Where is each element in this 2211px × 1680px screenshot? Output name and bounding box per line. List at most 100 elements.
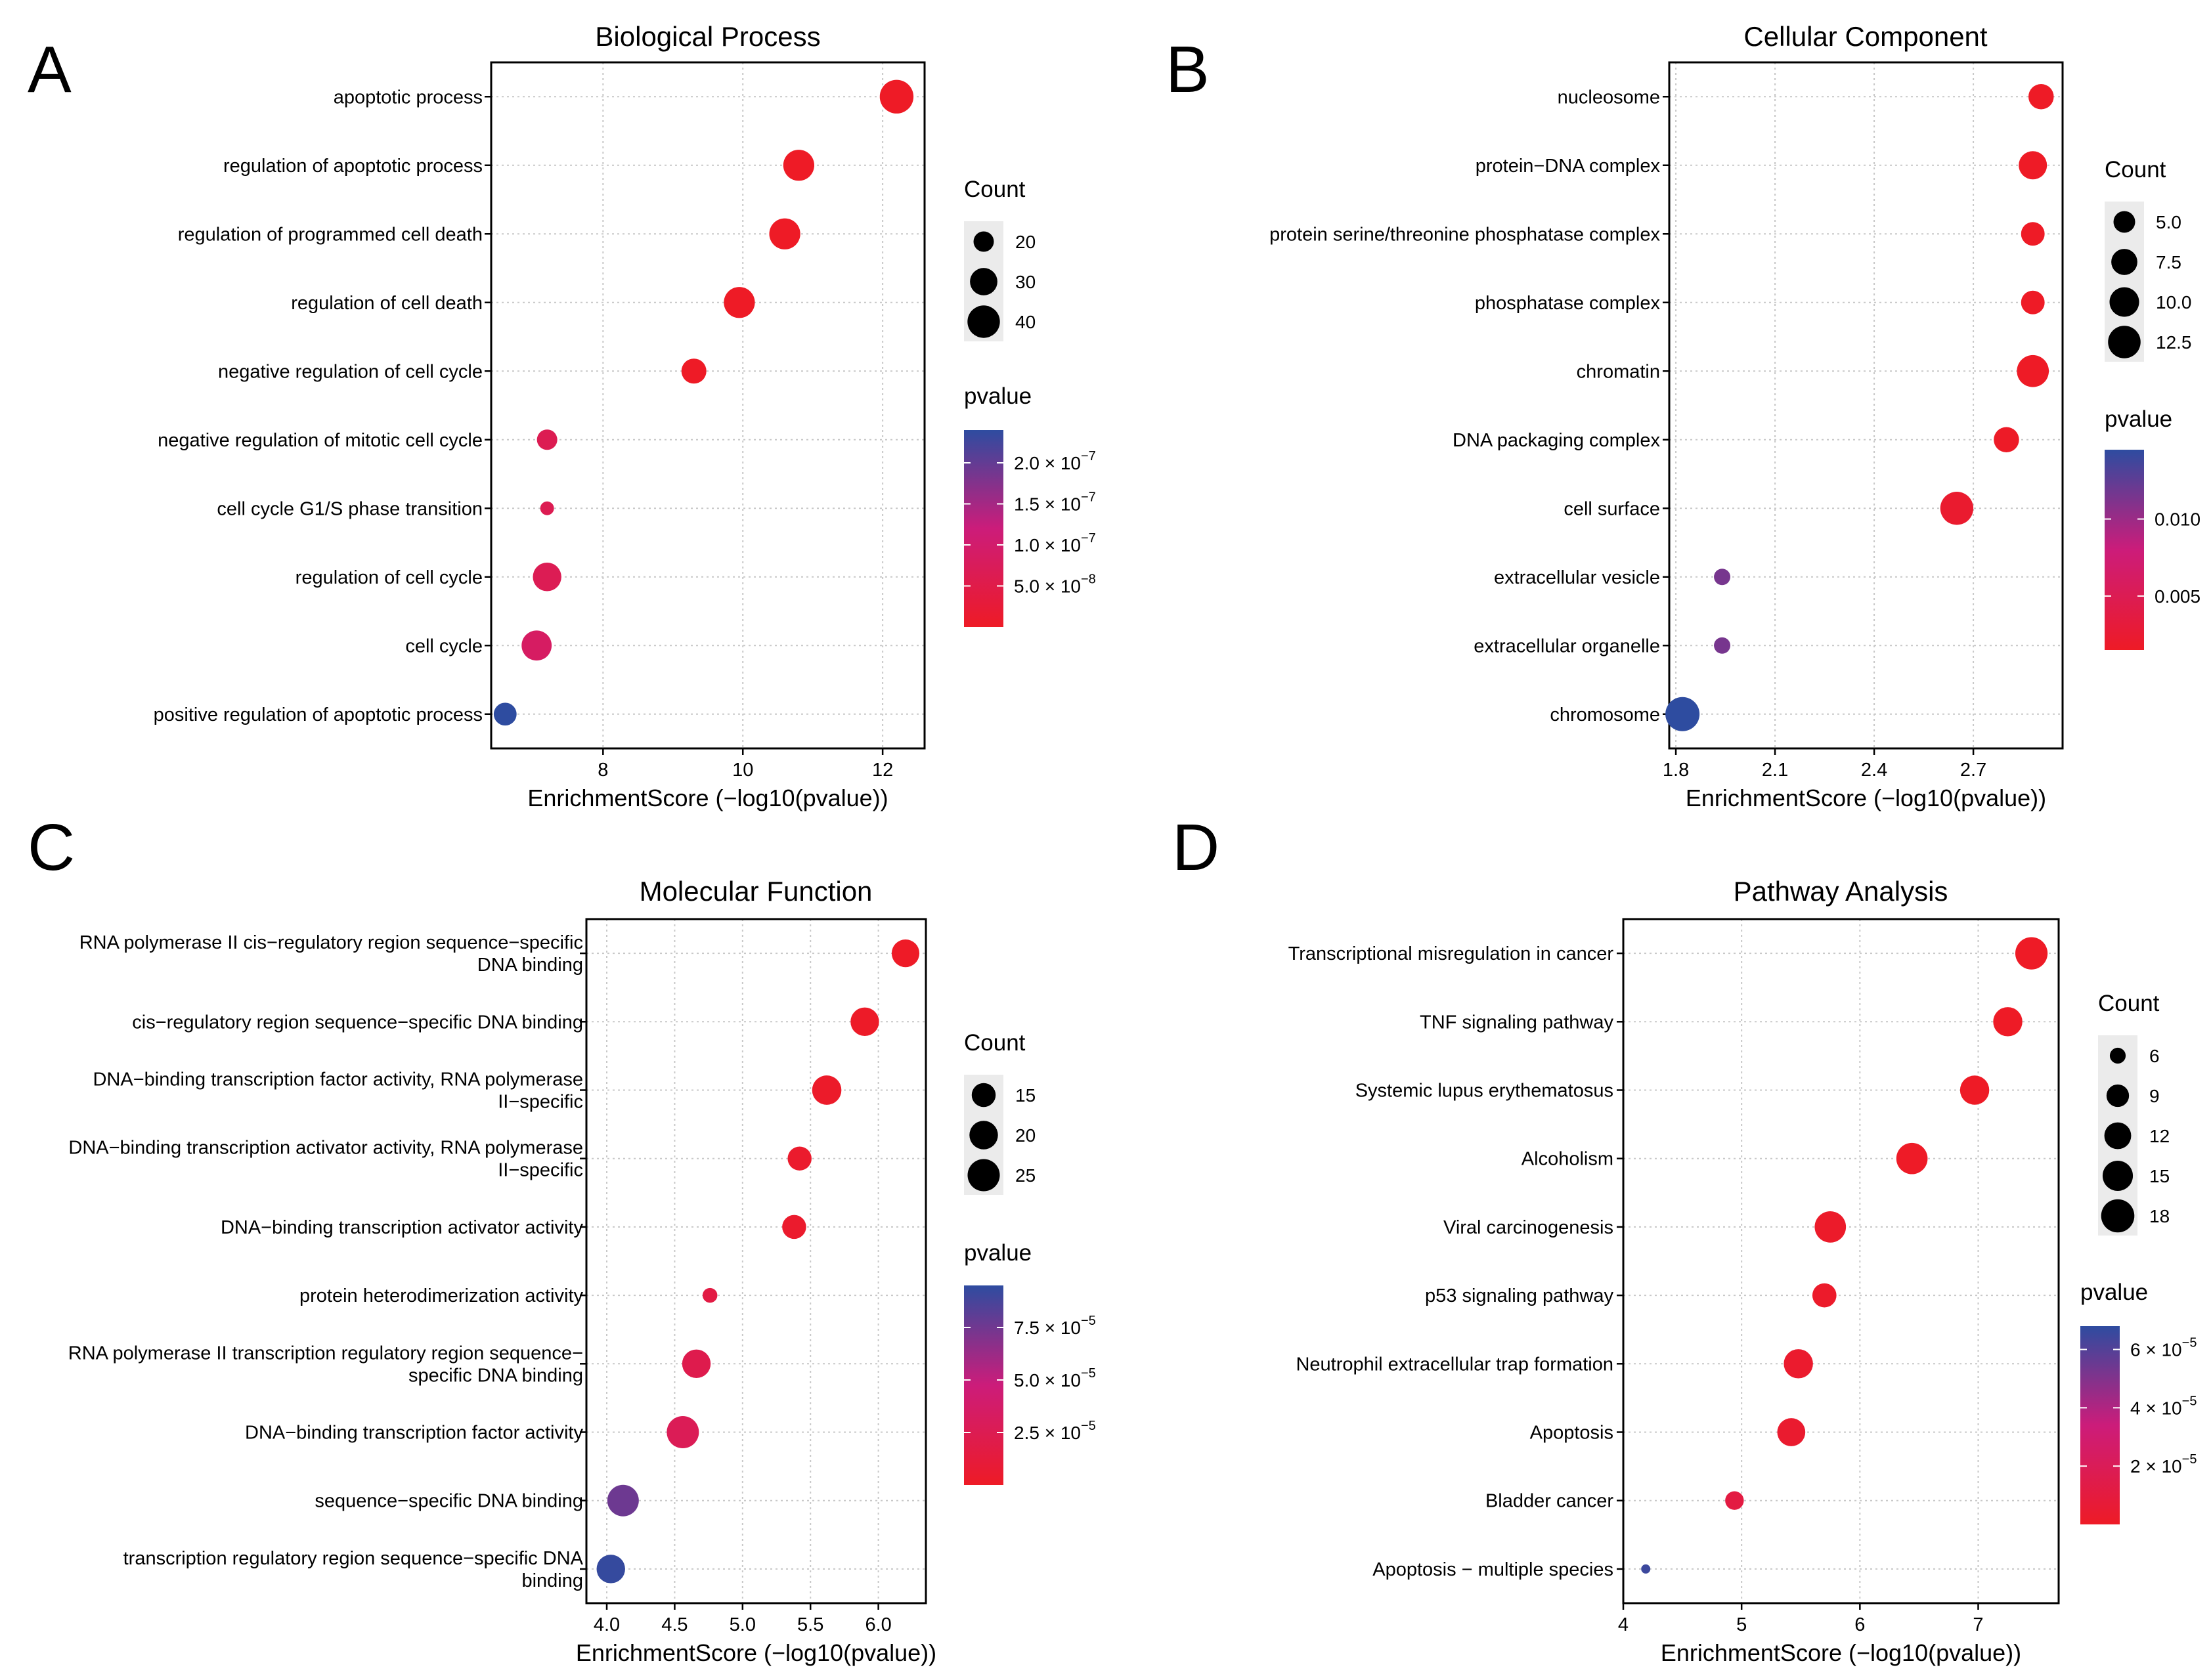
x-axis-title: EnrichmentScore (−log10(pvalue)) xyxy=(1686,785,2046,811)
count-legend-label: 12.5 xyxy=(2156,332,2192,353)
term-label: nucleosome xyxy=(1558,87,1660,108)
x-tick-label: 5 xyxy=(1736,1614,1747,1635)
term-label: specific DNA binding xyxy=(408,1365,583,1386)
data-point xyxy=(682,1349,711,1379)
count-legend-title: Count xyxy=(2098,991,2160,1016)
data-point xyxy=(2019,151,2047,180)
plot-frame xyxy=(1668,61,2064,750)
term-label: regulation of cell death xyxy=(291,293,483,314)
count-legend-label: 9 xyxy=(2149,1086,2160,1106)
term-label: DNA binding xyxy=(477,955,583,976)
data-point xyxy=(596,1555,625,1583)
count-legend-title: Count xyxy=(964,1030,1026,1056)
term-label: DNA−binding transcription activator acti… xyxy=(68,1138,583,1159)
data-point xyxy=(1641,1564,1651,1574)
pvalue-colorbar xyxy=(964,430,1003,627)
data-point xyxy=(783,150,815,181)
term-label: protein serine/threonine phosphatase com… xyxy=(1269,224,1660,245)
chart-title: Cellular Component xyxy=(1743,21,1988,52)
data-point xyxy=(1665,697,1700,731)
x-tick-label: 5.0 xyxy=(730,1614,756,1635)
data-point xyxy=(1896,1142,1928,1174)
term-label: DNA−binding transcription activator acti… xyxy=(221,1217,584,1238)
term-label: p53 signaling pathway xyxy=(1425,1285,1613,1306)
count-legend-label: 18 xyxy=(2149,1206,2170,1226)
term-label: regulation of apoptotic process xyxy=(223,156,483,177)
count-legend-label: 30 xyxy=(1015,272,1036,292)
data-point xyxy=(681,358,707,384)
data-point xyxy=(724,287,755,318)
pvalue-legend-label: 0.005 xyxy=(2155,586,2200,607)
data-point xyxy=(879,79,914,114)
term-label: protein−DNA complex xyxy=(1476,156,1661,177)
term-label: Apoptosis xyxy=(1530,1423,1613,1444)
data-point xyxy=(521,630,552,661)
x-tick-label: 4.0 xyxy=(594,1614,620,1635)
data-point xyxy=(891,939,920,968)
data-point xyxy=(2021,222,2045,246)
data-point xyxy=(2015,937,2048,970)
count-legend-key xyxy=(970,268,997,295)
count-legend-key xyxy=(967,1159,1000,1192)
pvalue-legend-label: 4 × 10−5 xyxy=(2130,1394,2197,1418)
term-label: DNA−binding transcription factor activit… xyxy=(93,1069,583,1090)
term-label: II−specific xyxy=(498,1092,583,1113)
data-point xyxy=(1959,1075,1990,1105)
x-tick-label: 5.5 xyxy=(797,1614,823,1635)
pvalue-legend-label: 1.0 × 10−7 xyxy=(1014,531,1096,555)
pvalue-legend-title: pvalue xyxy=(2105,406,2172,432)
data-point xyxy=(1812,1283,1837,1308)
panel-c: C Molecular Function 4.0 4.5 5.0 5.5 6.0 Enrich… xyxy=(28,811,1096,1666)
count-legend-label: 10.0 xyxy=(2156,292,2192,312)
plot-frame xyxy=(585,918,927,1605)
count-legend-label: 40 xyxy=(1015,312,1036,332)
term-label: Viral carcinogenesis xyxy=(1443,1217,1613,1238)
term-label: Neutrophil extracellular trap formation xyxy=(1296,1354,1613,1375)
data-point xyxy=(850,1007,879,1037)
count-legend-key xyxy=(2108,326,2141,358)
x-tick-label: 7 xyxy=(1973,1614,1983,1635)
count-legend-label: 7.5 xyxy=(2156,252,2181,272)
term-label: DNA packaging complex xyxy=(1453,430,1660,451)
count-legend-key xyxy=(2106,1084,2130,1108)
count-legend-title: Count xyxy=(2105,157,2166,183)
count-legend-label: 15 xyxy=(2149,1166,2170,1186)
term-label: positive regulation of apoptotic process xyxy=(154,704,483,725)
data-point xyxy=(702,1287,718,1303)
count-legend-key xyxy=(2104,1122,2132,1150)
data-point xyxy=(667,1415,699,1449)
pvalue-legend-label: 6 × 10−5 xyxy=(2130,1336,2197,1360)
pvalue-legend-title: pvalue xyxy=(964,383,1032,409)
count-legend-title: Count xyxy=(964,177,1026,202)
pvalue-legend-label: 5.0 × 10−5 xyxy=(1014,1366,1096,1390)
term-label: extracellular vesicle xyxy=(1494,567,1660,588)
term-label: negative regulation of cell cycle xyxy=(218,361,483,382)
x-tick-label: 2.7 xyxy=(1960,760,1986,781)
data-point xyxy=(540,501,554,515)
panel-letter: D xyxy=(1172,811,1219,884)
x-tick-label: 2.1 xyxy=(1762,760,1788,781)
data-point xyxy=(1725,1491,1744,1510)
count-legend-key xyxy=(2109,287,2139,317)
count-legend-label: 15 xyxy=(1015,1085,1036,1106)
x-tick-label: 6.0 xyxy=(865,1614,891,1635)
pvalue-legend-label: 5.0 × 10−8 xyxy=(1014,572,1096,597)
chart-title: Biological Process xyxy=(595,21,820,52)
x-tick-label: 8 xyxy=(598,760,608,781)
term-label: regulation of cell cycle xyxy=(296,567,483,588)
x-tick-label: 4 xyxy=(1618,1614,1629,1635)
count-legend-key xyxy=(967,305,1000,338)
count-legend-key xyxy=(2102,1160,2134,1192)
data-point xyxy=(536,429,558,450)
data-point xyxy=(2017,355,2049,387)
count-legend-label: 5.0 xyxy=(2156,212,2181,232)
panel-a: A Biological Process 8 10 12 EnrichmentScore … xyxy=(28,21,1096,811)
data-point xyxy=(1814,1211,1847,1243)
term-label: phosphatase complex xyxy=(1475,293,1661,314)
pvalue-colorbar xyxy=(2080,1326,2120,1524)
data-point xyxy=(1714,637,1731,654)
term-label: II−specific xyxy=(498,1160,583,1181)
count-legend-key xyxy=(2109,1047,2126,1064)
pvalue-legend-label: 2.5 × 10−5 xyxy=(1014,1419,1096,1443)
